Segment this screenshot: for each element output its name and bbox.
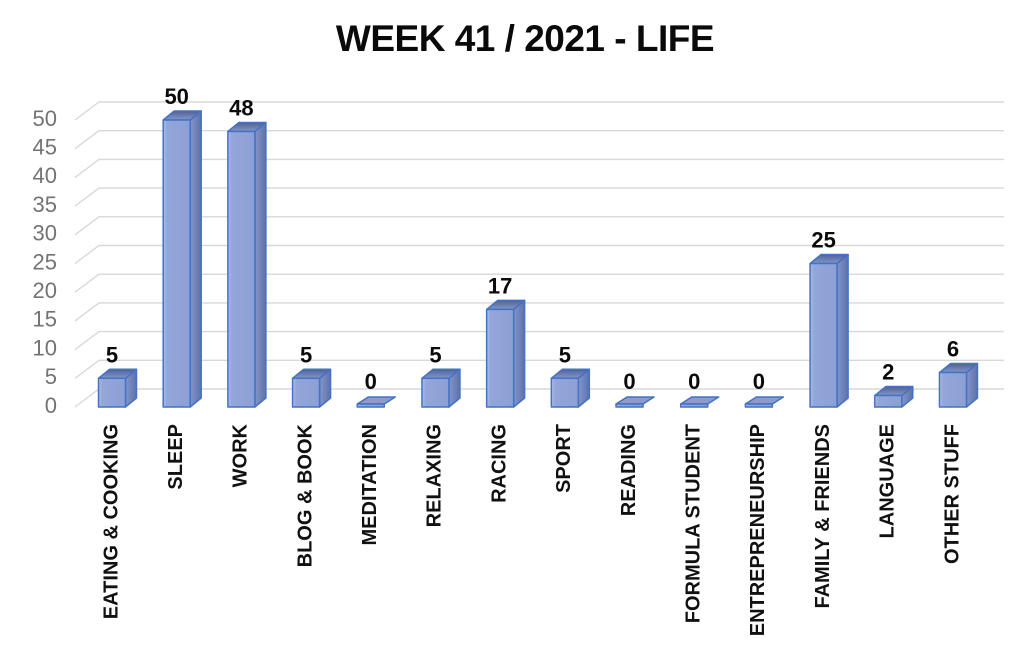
zero-slab-front [356, 403, 386, 408]
bar-front-face [291, 377, 321, 408]
category-label-relaxing: RELAXING [424, 424, 446, 527]
zero-slab-front [615, 403, 644, 408]
category-label-sport: SPORT [553, 424, 575, 493]
data-label-relaxing: 5 [429, 342, 441, 367]
zero-slab-front [744, 403, 774, 408]
bar-front-face [485, 308, 515, 408]
category-label-reading: READING [618, 424, 640, 516]
category-label-family-friends: FAMILY & FRIENDS [812, 424, 834, 608]
x-axis-category-labels: EATING & COOKING SLEEP WORK BLOG & BOOK MEDI… [100, 423, 963, 636]
data-label-reading: 0 [623, 369, 635, 394]
zero-slab-front [679, 403, 709, 408]
bars [97, 110, 979, 408]
data-label-work: 48 [229, 95, 253, 120]
bar-side-face [512, 299, 526, 408]
zero-slab-top [744, 396, 785, 405]
bar-eating-cooking [97, 368, 138, 408]
bar-formula-student [679, 396, 720, 408]
chart-title: WEEK 41 / 2021 - LIFE [335, 18, 715, 59]
category-label-blog-book: BLOG & BOOK [294, 423, 316, 567]
y-tick-label-45: 45 [33, 135, 57, 160]
category-label-eating-cooking: EATING & COOKING [100, 424, 122, 619]
bar-front-face [227, 130, 256, 408]
data-label-racing: 17 [488, 273, 512, 298]
y-tick-label-25: 25 [33, 249, 57, 274]
data-label-eating-cooking: 5 [106, 342, 118, 367]
bar-language [874, 385, 914, 408]
grid-line-30 [74, 216, 1004, 236]
bar-other-stuff [938, 362, 979, 408]
data-label-sleep: 50 [164, 84, 188, 109]
grid-line-15 [74, 302, 1004, 322]
data-label-sport: 5 [559, 342, 571, 367]
y-tick-label-20: 20 [33, 278, 57, 303]
category-label-racing: RACING [488, 424, 510, 503]
data-label-family-friends: 25 [811, 228, 835, 253]
bar-sport [550, 368, 591, 408]
y-tick-label-50: 50 [33, 106, 57, 131]
bar-front-face [938, 371, 968, 408]
grid-line-50 [74, 101, 1004, 121]
category-label-work: WORK [230, 423, 252, 487]
y-tick-label-10: 10 [33, 335, 57, 360]
bar-blog-book [291, 368, 332, 408]
category-label-meditation: MEDITATION [359, 424, 381, 545]
gridlines [74, 101, 1004, 408]
data-label-blog-book: 5 [300, 342, 312, 367]
category-label-entrepreneurship: ENTREPRENEURSHIP [747, 424, 769, 636]
grid-line-45 [74, 130, 1004, 150]
bar-sleep [162, 110, 202, 408]
grid-line-40 [74, 158, 1004, 178]
zero-slab-top [679, 396, 720, 405]
y-tick-label-0: 0 [45, 393, 57, 418]
category-label-sleep: SLEEP [165, 424, 187, 490]
grid-line-10 [74, 330, 1004, 351]
y-tick-label-35: 35 [33, 192, 57, 217]
bar-relaxing [421, 368, 461, 408]
category-label-formula-student: FORMULA STUDENT [682, 424, 704, 623]
bar-front-face [874, 394, 903, 408]
data-label-entrepreneurship: 0 [753, 369, 765, 394]
y-axis-tick-labels: 0 5 10 15 20 25 30 35 40 45 50 [33, 106, 57, 418]
bar-front-face [421, 377, 450, 408]
category-label-language: LANGUAGE [877, 424, 899, 538]
bar-work [227, 121, 267, 408]
bar-front-face [809, 262, 838, 408]
bar-front-face [97, 377, 127, 408]
data-label-language: 2 [882, 360, 894, 385]
grid-line-35 [74, 187, 1004, 207]
category-label-other-stuff: OTHER STUFF [941, 424, 963, 564]
bar-side-face [254, 121, 267, 408]
bar-entrepreneurship [744, 396, 785, 408]
data-label-meditation: 0 [365, 369, 377, 394]
grid-line-0 [74, 388, 1004, 408]
bar-front-face [162, 119, 191, 408]
y-tick-label-30: 30 [33, 221, 57, 246]
bar-reading [615, 396, 655, 408]
bar-side-face [836, 253, 849, 408]
zero-slab-top [356, 396, 397, 405]
bar-racing [485, 299, 526, 408]
grid-line-5 [74, 359, 1004, 379]
y-tick-label-5: 5 [45, 364, 57, 389]
bar-family-friends [809, 253, 849, 408]
bar-side-face [189, 110, 202, 408]
data-label-formula-student: 0 [688, 369, 700, 394]
grid-line-25 [74, 244, 1004, 265]
y-tick-label-40: 40 [33, 163, 57, 188]
grid-line-20 [74, 273, 1004, 293]
bar-meditation [356, 396, 397, 408]
bar-front-face [550, 377, 580, 408]
y-tick-label-15: 15 [33, 307, 57, 332]
zero-slab-top [615, 396, 655, 405]
data-label-other-stuff: 6 [947, 337, 959, 362]
